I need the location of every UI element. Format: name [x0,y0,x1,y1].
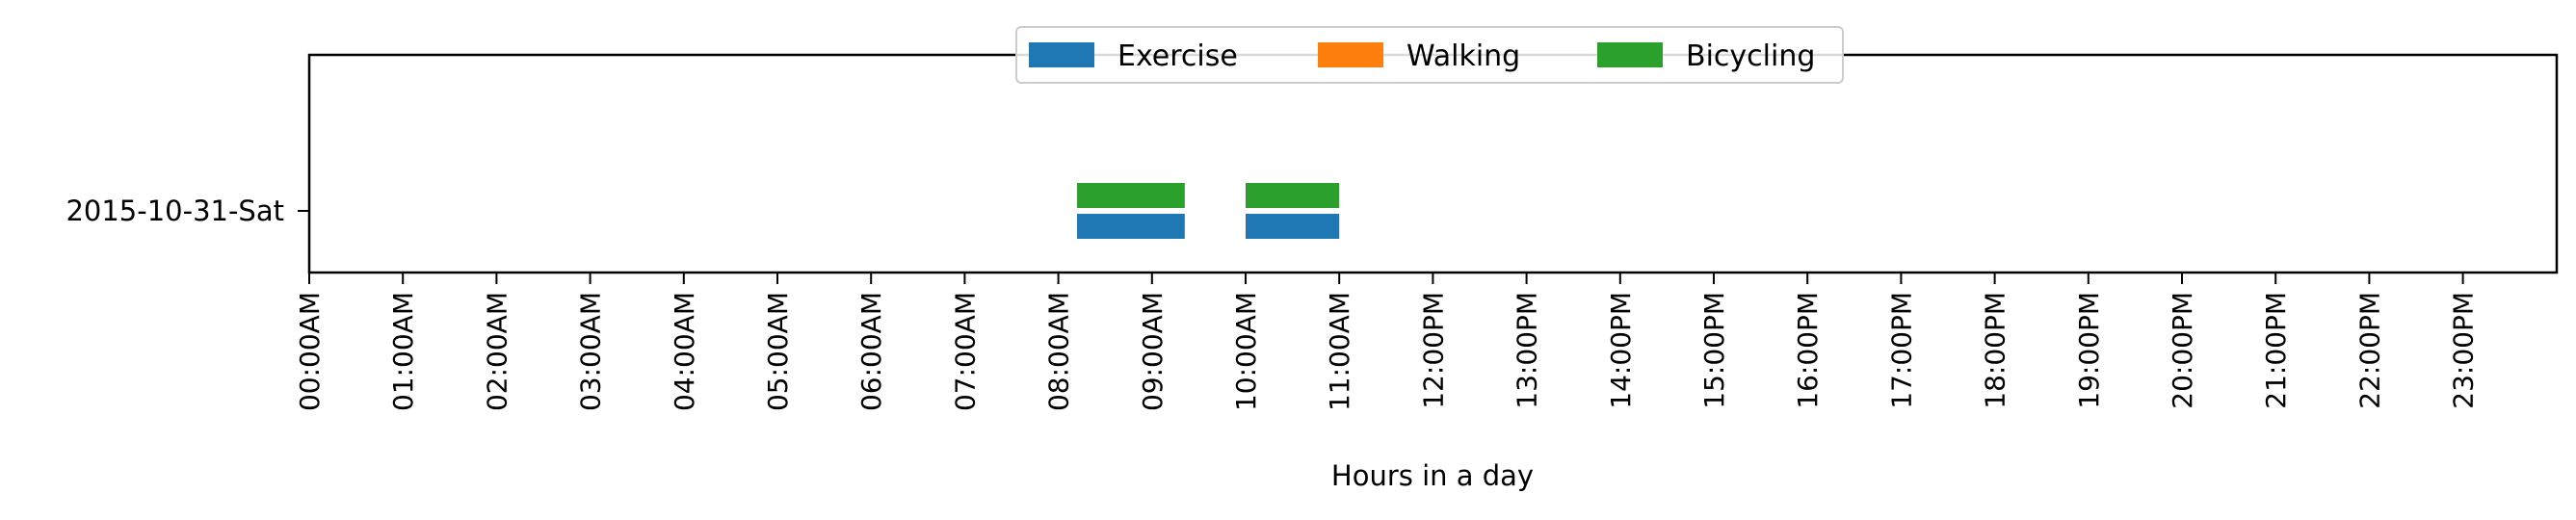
x-tick-label: 04:00AM [669,292,700,411]
legend-swatch-bicycling [1597,42,1663,67]
x-tick-label: 07:00AM [949,292,981,411]
x-tick-label: 21:00PM [2260,292,2292,409]
x-tick-label: 00:00AM [294,292,326,411]
bar-bicycling [1246,183,1340,208]
x-tick-label: 22:00PM [2353,292,2385,409]
x-tick-label: 15:00PM [1698,292,1730,409]
y-axis: 2015-10-31-Sat [66,195,309,227]
x-axis-label: Hours in a day [1331,459,1534,492]
legend: Exercise Walking Bicycling [1015,26,1844,84]
bar-exercise [1246,214,1340,239]
x-tick-label: 20:00PM [2167,292,2198,409]
x-tick-label: 05:00AM [762,292,794,411]
legend-label-walking: Walking [1406,39,1520,73]
legend-label-exercise: Exercise [1117,39,1238,73]
x-tick-label: 08:00AM [1043,292,1075,411]
x-tick-label: 09:00AM [1137,292,1169,411]
plot-area [309,55,2557,273]
x-tick-label: 23:00PM [2448,292,2480,409]
x-tick-label: 18:00PM [1980,292,2011,409]
x-tick-label: 03:00AM [575,292,607,411]
x-tick-label: 12:00PM [1417,292,1449,409]
x-tick-label: 02:00AM [481,292,513,411]
x-axis: 00:00AM 01:00AM 02:00AM 03:00AM 04:00AM 05:00… [294,273,2480,411]
bar-bicycling [1077,183,1185,208]
x-tick-label: 01:00AM [387,292,419,411]
x-tick-label: 19:00PM [2073,292,2105,409]
legend-swatch-exercise [1029,42,1094,67]
legend-label-bicycling: Bicycling [1686,39,1815,73]
x-tick-label: 16:00PM [1792,292,1824,409]
x-tick-label: 10:00AM [1230,292,1262,411]
y-tick-label: 2015-10-31-Sat [66,195,284,227]
x-tick-label: 06:00AM [855,292,887,411]
x-tick-label: 14:00PM [1605,292,1637,409]
legend-swatch-walking [1318,42,1383,67]
legend-box [1015,26,1844,84]
bars-layer [1077,183,1340,239]
x-tick-label: 13:00PM [1511,292,1543,409]
bar-exercise [1077,214,1185,239]
x-tick-label: 17:00PM [1885,292,1917,409]
x-tick-label: 11:00AM [1324,292,1355,411]
